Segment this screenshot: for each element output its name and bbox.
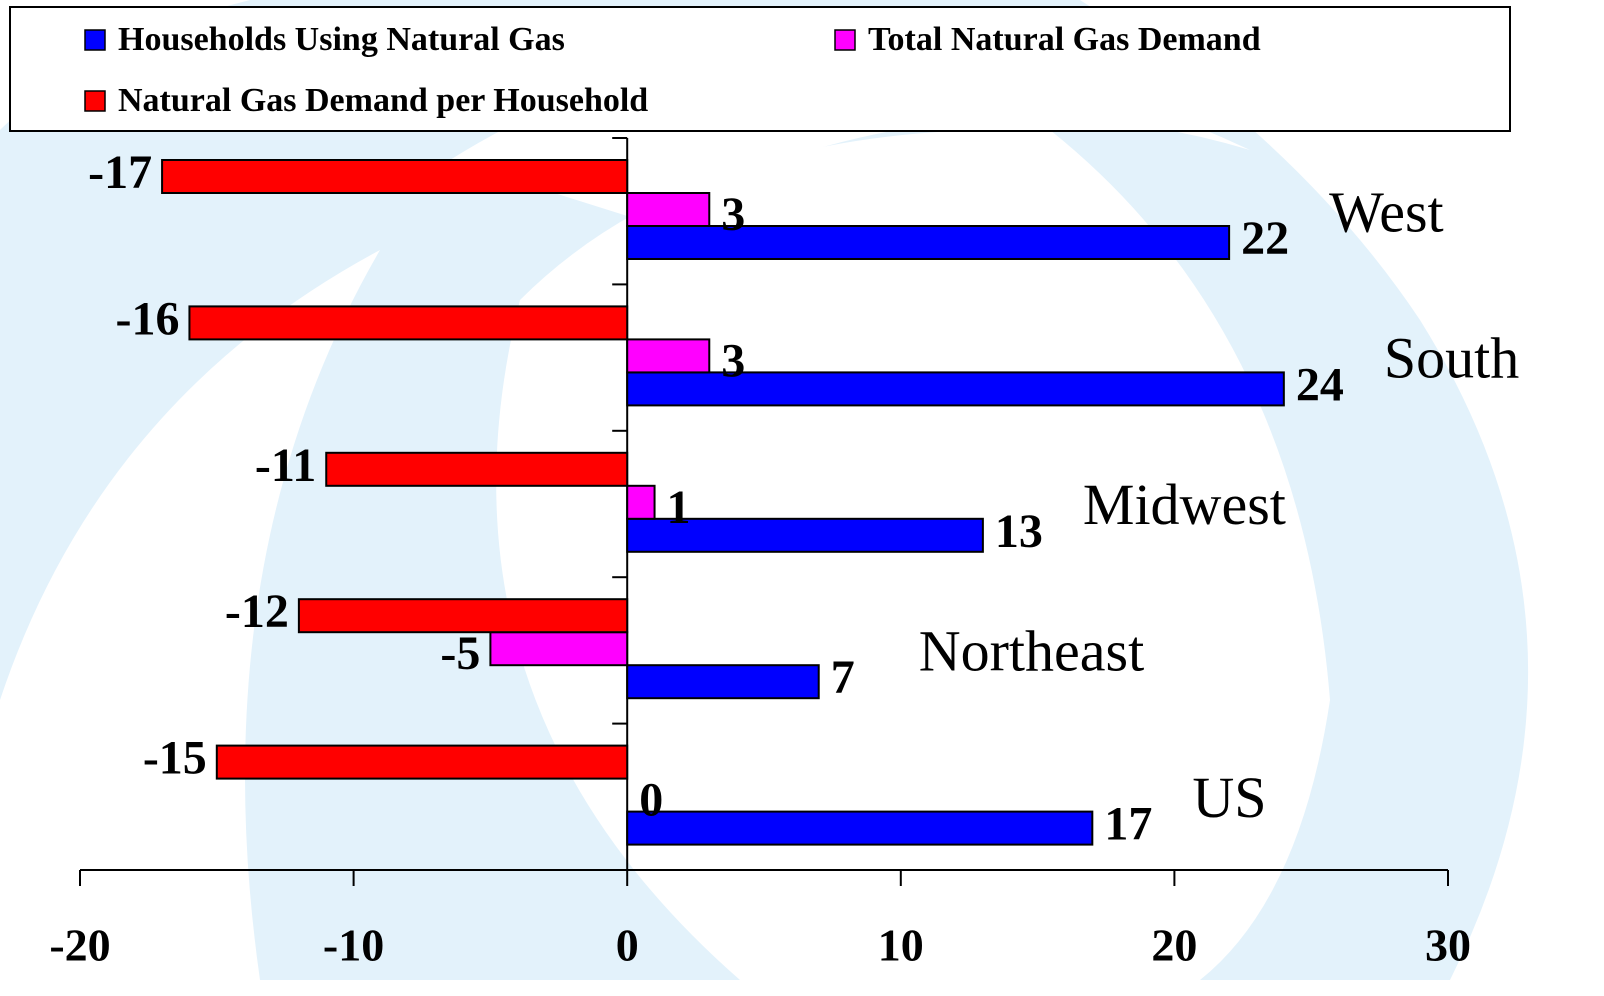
data-label: 7	[831, 651, 855, 704]
data-label: 17	[1104, 798, 1152, 851]
bar	[626, 371, 1285, 407]
data-label: -5	[440, 627, 480, 680]
legend-box	[9, 6, 1511, 132]
x-tick-label: 0	[616, 920, 639, 971]
data-label: 24	[1296, 358, 1344, 411]
bar	[325, 451, 629, 487]
legend-label: Natural Gas Demand per Household	[118, 82, 648, 119]
x-tick-label: -20	[49, 920, 110, 971]
legend-swatch	[84, 90, 106, 112]
x-tick-label: 10	[878, 920, 924, 971]
data-label: -12	[225, 585, 289, 638]
bar	[626, 225, 1231, 260]
bar	[626, 664, 820, 700]
x-tick-label: 30	[1425, 920, 1471, 971]
data-label: -11	[255, 439, 316, 492]
data-label: 3	[721, 188, 745, 241]
bar	[489, 631, 629, 667]
bar	[161, 159, 629, 194]
bar	[188, 305, 629, 341]
data-label: 22	[1241, 212, 1289, 265]
data-label: 0	[639, 774, 663, 827]
data-label: -16	[115, 292, 179, 345]
category-label: Midwest	[1083, 472, 1286, 537]
bar	[215, 744, 629, 780]
legend-swatch	[84, 29, 106, 51]
bar	[626, 810, 1094, 846]
data-label: 13	[995, 505, 1043, 558]
data-label: 1	[667, 481, 691, 534]
bar	[626, 517, 984, 553]
bar	[626, 338, 711, 374]
legend-label: Total Natural Gas Demand	[868, 21, 1261, 58]
legend-swatch	[834, 29, 856, 51]
bar	[626, 484, 656, 520]
data-label: 3	[721, 334, 745, 387]
data-label: -15	[143, 732, 207, 785]
x-tick-label: 20	[1151, 920, 1197, 971]
category-label: West	[1329, 179, 1444, 244]
category-label: Northeast	[919, 619, 1145, 684]
legend-label: Households Using Natural Gas	[118, 21, 565, 58]
bar	[626, 192, 711, 227]
category-label: US	[1192, 765, 1266, 830]
x-tick-label: -10	[323, 920, 384, 971]
bar	[297, 598, 629, 634]
category-label: South	[1384, 326, 1519, 391]
data-label: -17	[88, 146, 152, 199]
